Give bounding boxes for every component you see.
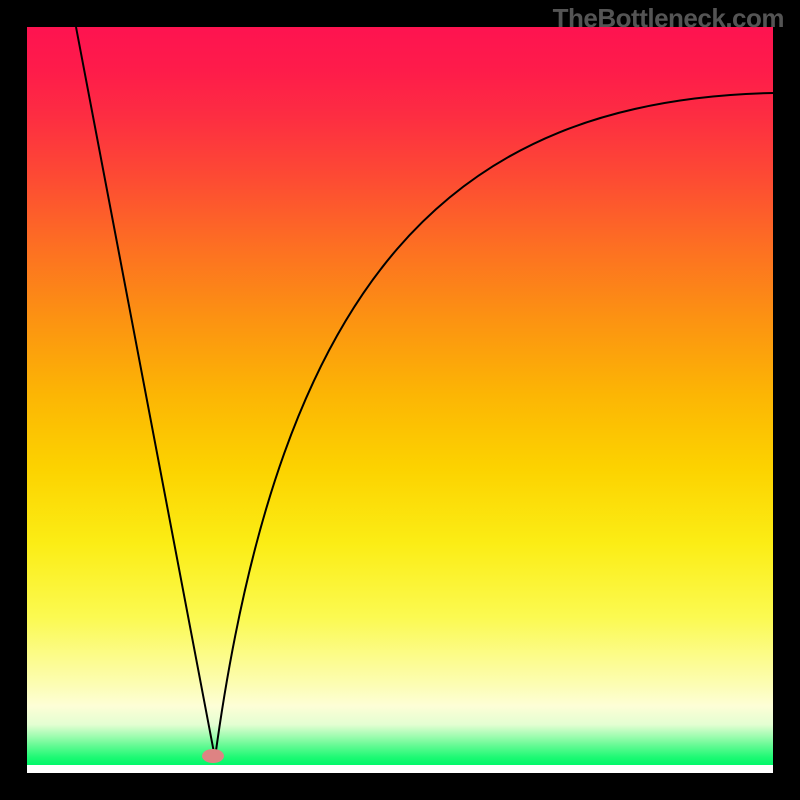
bottleneck-chart: TheBottleneck.com [0, 0, 800, 800]
optimum-marker [202, 749, 224, 763]
curve-layer [0, 0, 800, 800]
watermark-text: TheBottleneck.com [553, 3, 784, 34]
bottleneck-curve [76, 27, 773, 758]
